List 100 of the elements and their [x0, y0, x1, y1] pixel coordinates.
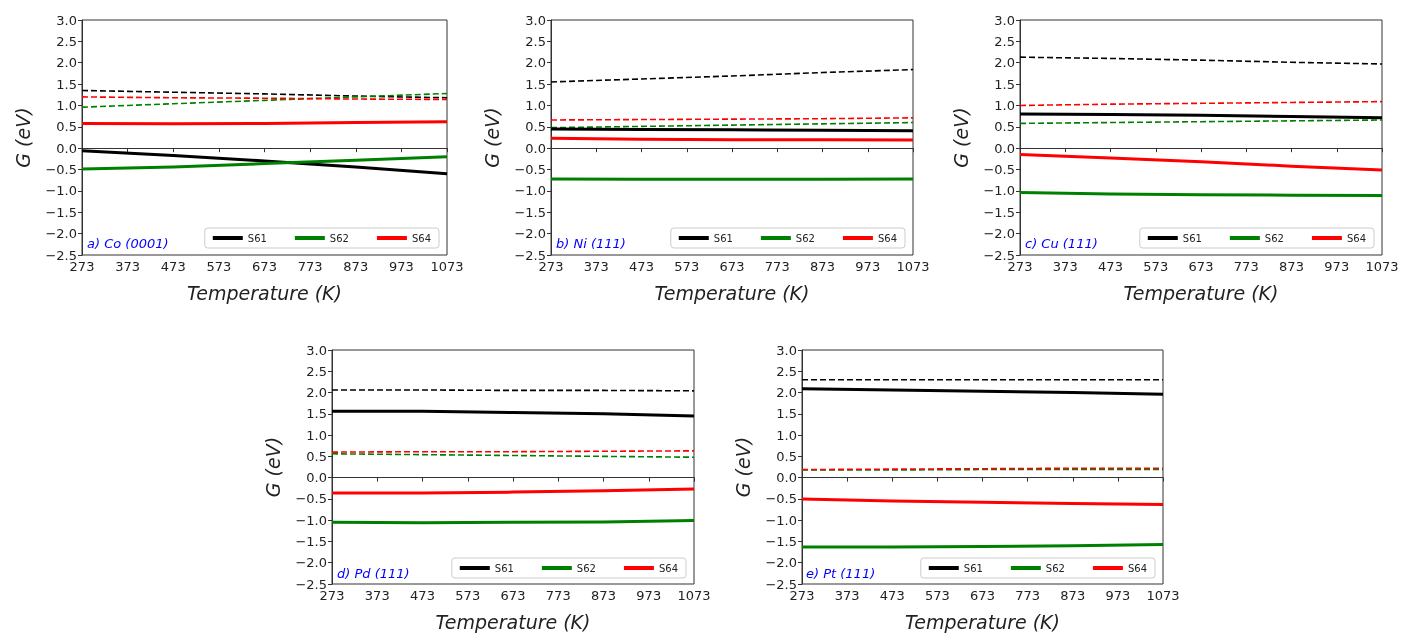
y-tick-label: 2.5	[525, 33, 546, 49]
x-tick-label: 473	[629, 259, 654, 274]
x-tick-label: 973	[388, 259, 414, 274]
x-axis-title: Temperature (K)	[1123, 281, 1279, 304]
y-tick-label: 2.0	[56, 55, 77, 71]
x-tick-label: 1073	[1365, 259, 1399, 274]
x-tick-label: 673	[500, 588, 526, 603]
y-tick-label: 0.5	[56, 119, 77, 135]
x-tick-label: 1073	[896, 259, 930, 274]
x-tick-label: 573	[206, 259, 232, 274]
x-tick-label: 1073	[1146, 588, 1180, 603]
x-axis-title: Temperature (K)	[187, 281, 342, 304]
y-tick-label: −1.0	[514, 183, 546, 199]
y-tick-label: 1.5	[994, 76, 1015, 92]
x-axis-title: Temperature (K)	[435, 610, 591, 633]
x-tick-label: 673	[252, 259, 277, 274]
x-tick-label: 573	[674, 259, 700, 274]
y-tick-label: 0.0	[525, 140, 546, 156]
x-axis-title: Temperature (K)	[654, 281, 810, 304]
y-tick-label: −0.5	[983, 162, 1015, 178]
legend-label: S61	[1182, 232, 1202, 244]
legend-label: S61	[713, 232, 733, 244]
y-tick-label: 2.0	[776, 385, 797, 401]
y-tick-label: 0.5	[994, 119, 1015, 135]
y-axis-title: G (eV)	[949, 107, 972, 168]
y-tick-label: 2.0	[306, 385, 327, 401]
y-tick-label: 1.0	[525, 97, 546, 113]
y-tick-label: 0.5	[776, 448, 797, 464]
annotation: a) Co (0001)	[87, 236, 169, 251]
y-tick-label: −1.0	[45, 183, 77, 199]
annotation: d) Pd (111)	[337, 566, 410, 581]
x-axis-title: Temperature (K)	[905, 610, 1060, 633]
x-tick-label: 773	[545, 588, 571, 603]
y-tick-label: 3.0	[776, 342, 797, 358]
line-series	[1019, 56, 1383, 65]
x-tick-label: 573	[1143, 259, 1169, 274]
y-tick-label: −1.5	[295, 533, 327, 549]
y-tick-label: −2.0	[765, 555, 797, 571]
x-tick-label: 773	[764, 259, 790, 274]
y-tick-label: 0.0	[994, 140, 1015, 156]
x-tick-label: 373	[115, 259, 141, 274]
x-tick-label: 473	[160, 259, 186, 274]
y-tick-label: −1.0	[295, 512, 327, 528]
y-tick-label: −0.5	[765, 491, 797, 507]
y-tick-label: −1.5	[514, 204, 546, 220]
legend-label: S62	[576, 562, 596, 574]
legend-label: S61	[247, 232, 267, 244]
legend-label: S61	[963, 562, 983, 574]
x-tick-label: 1073	[677, 588, 711, 603]
legend-label: S64	[877, 232, 898, 244]
line-series	[1018, 153, 1384, 172]
y-tick-label: 1.0	[776, 427, 797, 443]
x-tick-label: 873	[591, 588, 616, 603]
y-tick-label: −2.0	[514, 226, 546, 242]
y-tick-label: 2.0	[994, 55, 1015, 71]
y-axis-title: G (eV)	[11, 107, 34, 168]
y-tick-label: 1.0	[994, 97, 1015, 113]
line-series	[550, 68, 914, 83]
x-tick-label: 673	[1188, 259, 1214, 274]
y-tick-label: 2.5	[56, 33, 77, 49]
line-series	[80, 149, 449, 176]
x-tick-label: 873	[810, 259, 835, 274]
legend-label: S62	[329, 232, 349, 244]
y-tick-label: 2.5	[776, 363, 797, 379]
legend-label: S64	[1346, 232, 1367, 244]
x-tick-label: 473	[1098, 259, 1123, 274]
y-tick-label: −0.5	[45, 162, 77, 178]
x-tick-label: 473	[879, 588, 905, 603]
x-tick-label: 373	[583, 259, 609, 274]
y-axis-title: G (eV)	[480, 107, 503, 168]
y-tick-label: 1.5	[525, 76, 546, 92]
x-tick-label: 773	[1233, 259, 1259, 274]
y-tick-label: 1.0	[306, 427, 327, 443]
y-tick-label: −2.0	[45, 226, 77, 242]
x-tick-label: 373	[834, 588, 860, 603]
y-tick-label: −1.0	[765, 512, 797, 528]
annotation: e) Pt (111)	[806, 566, 876, 581]
x-tick-label: 673	[719, 259, 745, 274]
y-tick-label: 1.5	[56, 76, 77, 92]
y-tick-label: 0.0	[776, 470, 797, 486]
y-tick-label: 3.0	[525, 12, 546, 28]
y-tick-label: 1.0	[56, 97, 77, 113]
y-axis-title: G (eV)	[261, 436, 284, 498]
y-tick-label: −1.5	[983, 204, 1015, 220]
y-tick-label: 3.0	[994, 12, 1015, 28]
line-series	[80, 155, 449, 171]
annotation: c) Cu (111)	[1025, 236, 1098, 251]
x-tick-label: 1073	[430, 259, 464, 274]
x-tick-label: 573	[455, 588, 481, 603]
y-tick-label: −1.0	[983, 183, 1015, 199]
x-tick-label: 673	[970, 588, 995, 603]
x-tick-label: 973	[636, 588, 662, 603]
y-tick-label: 2.5	[306, 363, 327, 379]
y-tick-label: −0.5	[514, 162, 546, 178]
x-tick-label: 473	[410, 588, 435, 603]
x-tick-label: 973	[1324, 259, 1350, 274]
x-tick-label: 773	[1015, 588, 1041, 603]
legend-label: S62	[795, 232, 815, 244]
y-tick-label: 3.0	[306, 342, 327, 358]
legend-label: S64	[411, 232, 432, 244]
